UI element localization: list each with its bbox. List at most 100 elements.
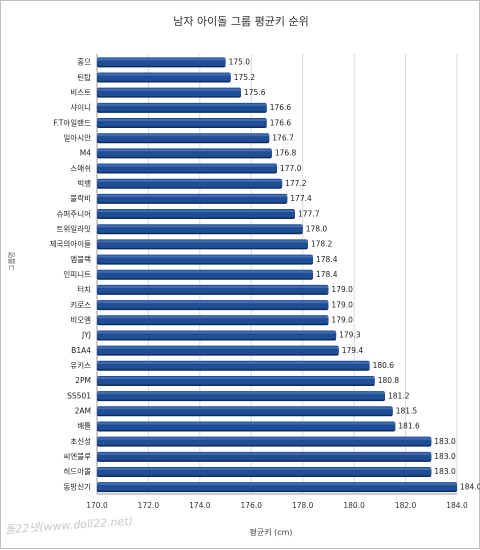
data-label: 178.0	[306, 224, 328, 233]
y-tick-label: SS501	[67, 391, 91, 400]
data-label: 178.4	[316, 255, 338, 264]
y-tick-label: 홍으	[77, 57, 91, 67]
data-label: 178.4	[316, 270, 338, 279]
x-tick-label: 184.0	[446, 501, 468, 510]
y-tick-label: 2AM	[75, 407, 91, 416]
data-label: 177.4	[290, 194, 312, 203]
y-tick-label: 키로스	[70, 300, 91, 309]
data-label: 184.0	[460, 482, 480, 491]
bar-highlight	[97, 483, 457, 486]
data-label: 181.6	[398, 422, 420, 431]
bar-highlight	[97, 210, 295, 213]
y-axis-label: 그룹명	[8, 251, 16, 271]
x-tick-label: 176.0	[241, 501, 263, 510]
bar-highlight	[97, 179, 283, 182]
bar-highlight	[97, 376, 375, 379]
bar-highlight	[97, 134, 270, 137]
y-tick-label: 터치	[77, 285, 91, 294]
bar-highlight	[97, 316, 329, 319]
bar-highlight	[97, 407, 393, 410]
data-label: 180.8	[378, 376, 400, 385]
y-tick-label: 스매쉬	[70, 164, 91, 173]
data-label: 177.0	[280, 164, 302, 173]
data-label: 175.2	[234, 73, 256, 82]
data-label: 175.0	[229, 58, 251, 67]
data-label: 183.0	[434, 452, 456, 461]
bar-highlight	[97, 225, 303, 228]
y-tick-label: 일아시안	[63, 132, 91, 142]
bar-highlight	[97, 285, 329, 288]
y-tick-label: 제국의아이들	[50, 239, 91, 249]
x-tick-label: 182.0	[395, 501, 417, 510]
y-tick-label: 인피니트	[63, 269, 91, 279]
bar-highlight	[97, 361, 370, 364]
data-label: 181.5	[396, 407, 418, 416]
x-tick-label: 172.0	[138, 501, 160, 510]
x-tick-label: 170.0	[86, 501, 108, 510]
x-tick-label: 178.0	[292, 501, 314, 510]
y-tick-label: 초신성	[70, 437, 91, 446]
y-tick-label: 히드아몰	[63, 466, 91, 476]
y-tick-label: B1A4	[71, 346, 91, 355]
y-tick-label: 비스트	[70, 88, 91, 97]
data-label: 177.2	[285, 179, 307, 188]
y-tick-label: 빅뱅	[77, 178, 91, 188]
x-axis-label: 평균키 (cm)	[249, 528, 293, 537]
bar-highlight	[97, 346, 339, 349]
y-tick-label: 동방신기	[63, 481, 91, 491]
y-tick-label: 트위일라잇	[57, 223, 92, 233]
y-tick-label: 배틀	[77, 422, 91, 431]
bar-highlight	[97, 422, 396, 425]
bar-highlight	[97, 240, 308, 243]
data-label: 176.6	[270, 118, 292, 127]
y-tick-label: 샤이니	[70, 102, 91, 112]
y-tick-label: 슈퍼주니어	[57, 208, 92, 218]
bar-highlight	[97, 301, 329, 304]
y-tick-label: 틴탑	[77, 72, 91, 82]
y-tick-label: 블락비	[70, 194, 91, 203]
bar-highlight	[97, 164, 277, 167]
data-label: 179.0	[331, 300, 353, 309]
data-label: 178.2	[311, 240, 333, 249]
bar-highlight	[97, 270, 313, 273]
y-tick-label: M4	[80, 149, 91, 158]
data-label: 180.6	[373, 361, 395, 370]
bar-highlight	[97, 331, 337, 334]
bar-highlight	[97, 119, 267, 122]
bar-highlight	[97, 467, 432, 470]
bar-highlight	[97, 88, 241, 91]
chart-title: 남자 아이돌 그룹 평균키 순위	[173, 15, 309, 28]
data-label: 179.3	[339, 331, 361, 340]
data-label: 179.0	[331, 316, 353, 325]
bar-highlight	[97, 194, 288, 197]
y-tick-label: JYJ	[81, 331, 91, 340]
y-tick-label: 유키스	[70, 361, 91, 370]
bar-highlight	[97, 58, 226, 61]
data-label: 176.8	[275, 149, 297, 158]
y-tick-label: F.T아일랜드	[53, 117, 91, 127]
bar-highlight	[97, 452, 432, 455]
bar-highlight	[97, 437, 432, 440]
data-label: 176.7	[272, 133, 294, 142]
x-tick-label: 180.0	[343, 501, 365, 510]
data-label: 179.0	[331, 285, 353, 294]
data-label: 177.7	[298, 209, 320, 218]
data-label: 175.6	[244, 88, 266, 97]
y-tick-label: 엠블랙	[70, 254, 91, 264]
bar-highlight	[97, 73, 231, 76]
data-label: 183.0	[434, 467, 456, 476]
y-tick-label: 2PM	[75, 376, 91, 385]
bar-highlight	[97, 392, 385, 395]
data-label: 179.4	[342, 346, 364, 355]
bar-highlight	[97, 149, 272, 152]
bar-highlight	[97, 103, 267, 106]
y-tick-label: 비오엠	[70, 316, 91, 325]
data-label: 183.0	[434, 437, 456, 446]
y-tick-label: 씨엔블루	[63, 451, 91, 461]
data-label: 176.6	[270, 103, 292, 112]
x-tick-label: 174.0	[189, 501, 211, 510]
data-label: 181.2	[388, 391, 410, 400]
bar-highlight	[97, 255, 313, 258]
